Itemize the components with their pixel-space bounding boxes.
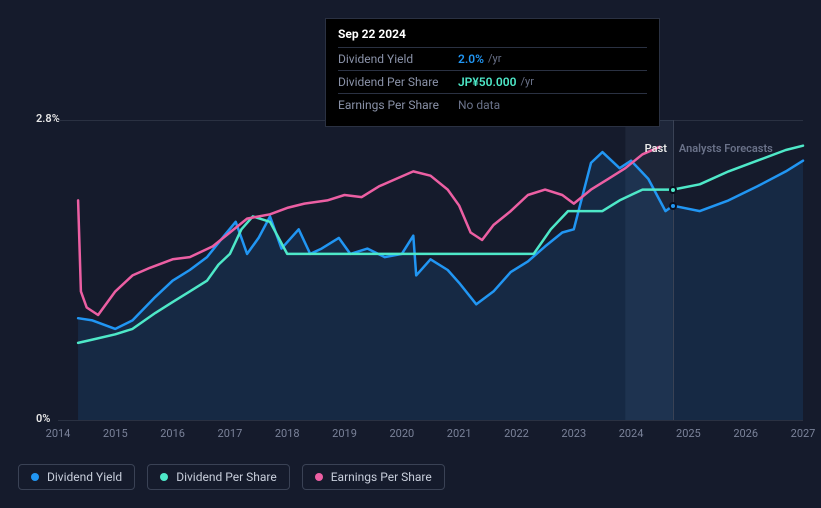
forecast-label: Analysts Forecasts	[679, 142, 773, 155]
legend-item[interactable]: Earnings Per Share	[302, 464, 445, 490]
tooltip-rows: Dividend Yield2.0%/yrDividend Per ShareJ…	[338, 47, 647, 116]
x-axis-label: 2026	[733, 427, 758, 440]
legend-item[interactable]: Dividend Yield	[18, 464, 135, 490]
legend-dot-icon	[31, 473, 39, 481]
tooltip-date: Sep 22 2024	[338, 27, 647, 47]
x-axis-label: 2025	[676, 427, 701, 440]
tooltip-row: Earnings Per ShareNo data	[338, 93, 647, 116]
y-axis-max: 2.8%	[36, 112, 60, 125]
series-current-marker	[669, 186, 677, 194]
chart-tooltip: Sep 22 2024 Dividend Yield2.0%/yrDividen…	[325, 18, 660, 127]
x-axis-label: 2023	[561, 427, 586, 440]
x-axis-label: 2021	[447, 427, 472, 440]
tooltip-row: Dividend Per ShareJP¥50.000/yr	[338, 70, 647, 93]
tooltip-row-value: No data	[458, 98, 500, 112]
x-axis-label: 2018	[275, 427, 300, 440]
past-label: Past	[645, 142, 667, 155]
tooltip-row-label: Dividend Per Share	[338, 75, 458, 89]
tooltip-row-label: Earnings Per Share	[338, 98, 458, 112]
x-axis-label: 2024	[619, 427, 644, 440]
x-axis-label: 2027	[791, 427, 816, 440]
x-axis-label: 2022	[504, 427, 529, 440]
tooltip-row: Dividend Yield2.0% /yr	[338, 47, 647, 70]
chart-svg	[58, 120, 803, 420]
tooltip-row-label: Dividend Yield	[338, 52, 458, 66]
chart-container: 2.8% 0% 20142015201620172018201920202021…	[18, 100, 803, 450]
legend: Dividend Yield Dividend Per Share Earnings…	[18, 464, 445, 490]
x-axis-label: 2016	[160, 427, 185, 440]
legend-dot-icon	[160, 473, 168, 481]
current-date-divider	[673, 120, 674, 420]
tooltip-row-value: 2.0%	[458, 52, 484, 66]
legend-label: Dividend Yield	[47, 470, 122, 484]
legend-label: Earnings Per Share	[331, 470, 432, 484]
x-axis-label: 2017	[218, 427, 243, 440]
x-axis-label: 2015	[103, 427, 128, 440]
tooltip-row-unit: /yr	[488, 52, 501, 66]
legend-item[interactable]: Dividend Per Share	[147, 464, 290, 490]
tooltip-row-value: JP¥50.000	[458, 75, 516, 89]
y-axis-min: 0%	[36, 412, 50, 425]
legend-dot-icon	[315, 473, 323, 481]
series-current-marker	[669, 202, 677, 210]
tooltip-row-unit: /yr	[520, 75, 533, 89]
x-axis-label: 2020	[389, 427, 414, 440]
x-axis-label: 2019	[332, 427, 357, 440]
x-axis-label: 2014	[46, 427, 71, 440]
plot-area: 2014201520162017201820192020202120222023…	[58, 120, 803, 420]
gridline	[58, 420, 803, 421]
legend-label: Dividend Per Share	[176, 470, 277, 484]
